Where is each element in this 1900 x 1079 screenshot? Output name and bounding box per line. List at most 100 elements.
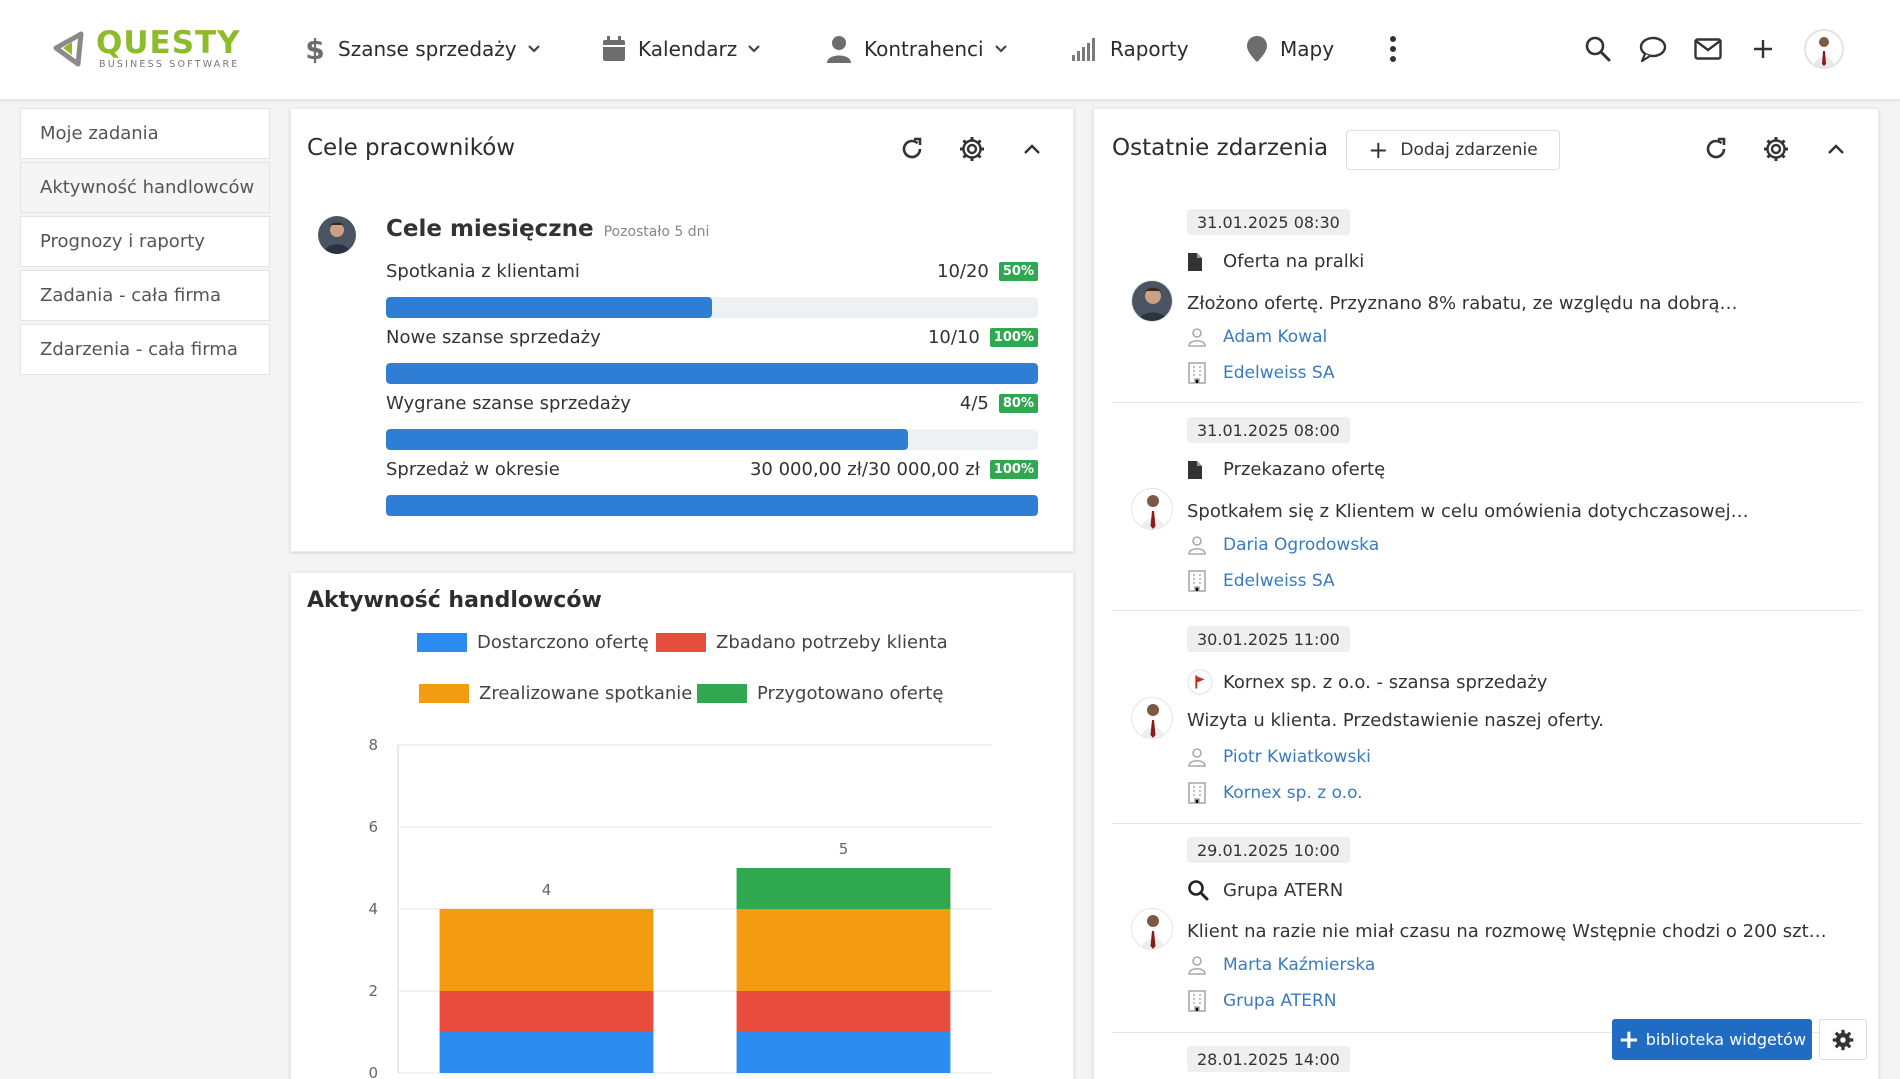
event-item[interactable]: 31.01.2025 08:00 Przekazano ofertę Spotk… — [1112, 417, 1862, 617]
event-company-name: Edelweiss SA — [1223, 363, 1335, 383]
goal-progress-fill — [386, 429, 908, 450]
chevron-down-icon — [527, 45, 540, 53]
calendar-icon — [603, 36, 625, 61]
event-divider — [1112, 1032, 1862, 1033]
chat-button[interactable] — [1636, 32, 1670, 66]
layout-settings-button[interactable] — [1819, 1019, 1867, 1060]
event-company-link[interactable]: Grupa ATERN — [1187, 990, 1337, 1012]
nav-contractors[interactable]: Kontrahenci — [826, 30, 1008, 68]
sidebar-item-my-tasks[interactable]: Moje zadania — [20, 108, 270, 159]
gear-icon — [1832, 1029, 1854, 1050]
plus-icon: + — [1368, 136, 1389, 164]
nav-maps[interactable]: Mapy — [1246, 30, 1334, 68]
event-date: 31.01.2025 08:00 — [1187, 417, 1350, 443]
brand-name: QUESTY — [96, 25, 241, 62]
sidebar-item-company-tasks[interactable]: Zadania - cała firma — [20, 270, 270, 321]
chevron-down-icon — [994, 45, 1007, 53]
event-item[interactable]: 30.01.2025 11:00 Kornex sp. z o.o. - sza… — [1112, 626, 1862, 826]
refresh-button[interactable] — [895, 132, 929, 166]
legend-label: Przygotowano ofertę — [757, 683, 944, 704]
event-date: 28.01.2025 14:00 — [1187, 1046, 1350, 1072]
goal-progress-fill — [386, 363, 1038, 384]
goal-row: Wygrane szanse sprzedaży 4/5 80% — [386, 389, 1038, 450]
events-panel-title: Ostatnie zdarzenia — [1112, 135, 1329, 161]
settings-button[interactable] — [1759, 132, 1793, 166]
event-title: Przekazano ofertę — [1223, 459, 1386, 480]
nav-label: Raporty — [1110, 37, 1189, 61]
questy-logo-icon — [53, 31, 84, 67]
event-person-link[interactable]: Piotr Kwiatkowski — [1187, 747, 1371, 767]
sidebar-item-company-events[interactable]: Zdarzenia - cała firma — [20, 324, 270, 375]
goal-progress-bar — [386, 297, 1038, 318]
bar-segment — [439, 1032, 654, 1073]
nav-reports[interactable]: Raporty — [1072, 30, 1189, 68]
legend-item[interactable]: Dostarczono ofertę — [417, 632, 649, 653]
event-item[interactable]: 31.01.2025 08:30 Oferta na pralki Złożon… — [1112, 209, 1862, 409]
mail-button[interactable] — [1691, 32, 1725, 66]
event-company-link[interactable]: Edelweiss SA — [1187, 570, 1335, 592]
more-menu-button[interactable] — [1376, 32, 1410, 66]
chevron-up-icon — [1828, 144, 1844, 154]
legend-item[interactable]: Przygotowano ofertę — [697, 683, 943, 704]
top-navigation-bar: QUESTY BUSINESS SOFTWARE $ Szanse sprzed… — [0, 0, 1900, 99]
goal-value: 4/5 — [959, 392, 989, 414]
collapse-button[interactable] — [1015, 132, 1049, 166]
document-icon — [1188, 460, 1202, 479]
add-new-button[interactable] — [1746, 32, 1780, 66]
settings-button[interactable] — [955, 132, 989, 166]
user-avatar[interactable] — [1804, 29, 1844, 69]
event-description: Klient na razie nie miał czasu na rozmow… — [1187, 921, 1827, 942]
sidebar: Moje zadania Aktywność handlowców Progno… — [20, 108, 270, 378]
bar-segment — [736, 909, 951, 991]
event-company-link[interactable]: Edelweiss SA — [1187, 362, 1335, 384]
nav-label: Mapy — [1280, 37, 1335, 61]
legend-item[interactable]: Zbadano potrzeby klienta — [656, 632, 948, 653]
legend-swatch — [656, 633, 706, 652]
questy-logo[interactable]: QUESTY BUSINESS SOFTWARE — [48, 28, 241, 70]
goals-panel — [290, 108, 1074, 552]
refresh-button[interactable] — [1699, 132, 1733, 166]
more-vertical-icon — [1390, 36, 1396, 62]
search-button[interactable] — [1581, 32, 1615, 66]
building-icon — [1188, 570, 1206, 592]
add-event-button[interactable]: + Dodaj zdarzenie — [1346, 130, 1560, 170]
goals-heading: Cele miesięczne Pozostało 5 dni — [386, 216, 709, 242]
events-panel — [1093, 108, 1879, 1079]
chat-icon — [1639, 36, 1667, 62]
person-icon — [827, 36, 851, 63]
nav-calendar[interactable]: Kalendarz — [602, 30, 761, 68]
goal-name: Spotkania z klientami — [386, 260, 580, 282]
collapse-button[interactable] — [1819, 132, 1853, 166]
event-person-link[interactable]: Marta Kaźmierska — [1187, 955, 1375, 975]
event-item[interactable]: 28.01.2025 14:00 — [1112, 1046, 1862, 1076]
event-divider — [1112, 402, 1862, 403]
event-description: Wizyta u klienta. Przedstawienie naszej … — [1187, 710, 1604, 731]
widget-library-button[interactable]: + biblioteka widgetów — [1612, 1019, 1812, 1060]
legend-swatch — [419, 684, 469, 703]
sidebar-item-sales-activity[interactable]: Aktywność handlowców — [20, 162, 270, 213]
event-date: 30.01.2025 11:00 — [1187, 626, 1350, 652]
avatar-tie — [1141, 915, 1165, 949]
legend-item[interactable]: Zrealizowane spotkanie — [419, 683, 692, 704]
bar-segment — [736, 868, 951, 909]
nav-sales-opportunities[interactable]: $ Szanse sprzedaży — [304, 30, 541, 68]
event-title: Oferta na pralki — [1223, 251, 1365, 272]
y-tick-label: 2 — [368, 982, 378, 1000]
bar-segment — [439, 909, 654, 991]
event-company-link[interactable]: Kornex sp. z o.o. — [1187, 782, 1363, 804]
event-person-link[interactable]: Adam Kowal — [1187, 327, 1327, 347]
bar-segment — [736, 991, 951, 1032]
event-avatar — [1131, 280, 1173, 322]
signal-bars-icon — [1072, 38, 1095, 61]
event-title: Kornex sp. z o.o. - szansa sprzedaży — [1223, 671, 1548, 693]
event-avatar — [1131, 488, 1173, 530]
goal-percent-badge: 50% — [998, 261, 1038, 281]
goal-percent-badge: 100% — [989, 327, 1038, 347]
event-item[interactable]: 29.01.2025 10:00 Grupa ATERN Klient na r… — [1112, 837, 1862, 1037]
event-person-link[interactable]: Daria Ogrodowska — [1187, 535, 1379, 555]
dollar-icon: $ — [305, 34, 324, 64]
sidebar-item-forecasts[interactable]: Prognozy i raporty — [20, 216, 270, 267]
nav-label: Kontrahenci — [864, 37, 984, 61]
widget-library-label: biblioteka widgetów — [1645, 1030, 1807, 1049]
legend-label: Zrealizowane spotkanie — [479, 683, 693, 704]
